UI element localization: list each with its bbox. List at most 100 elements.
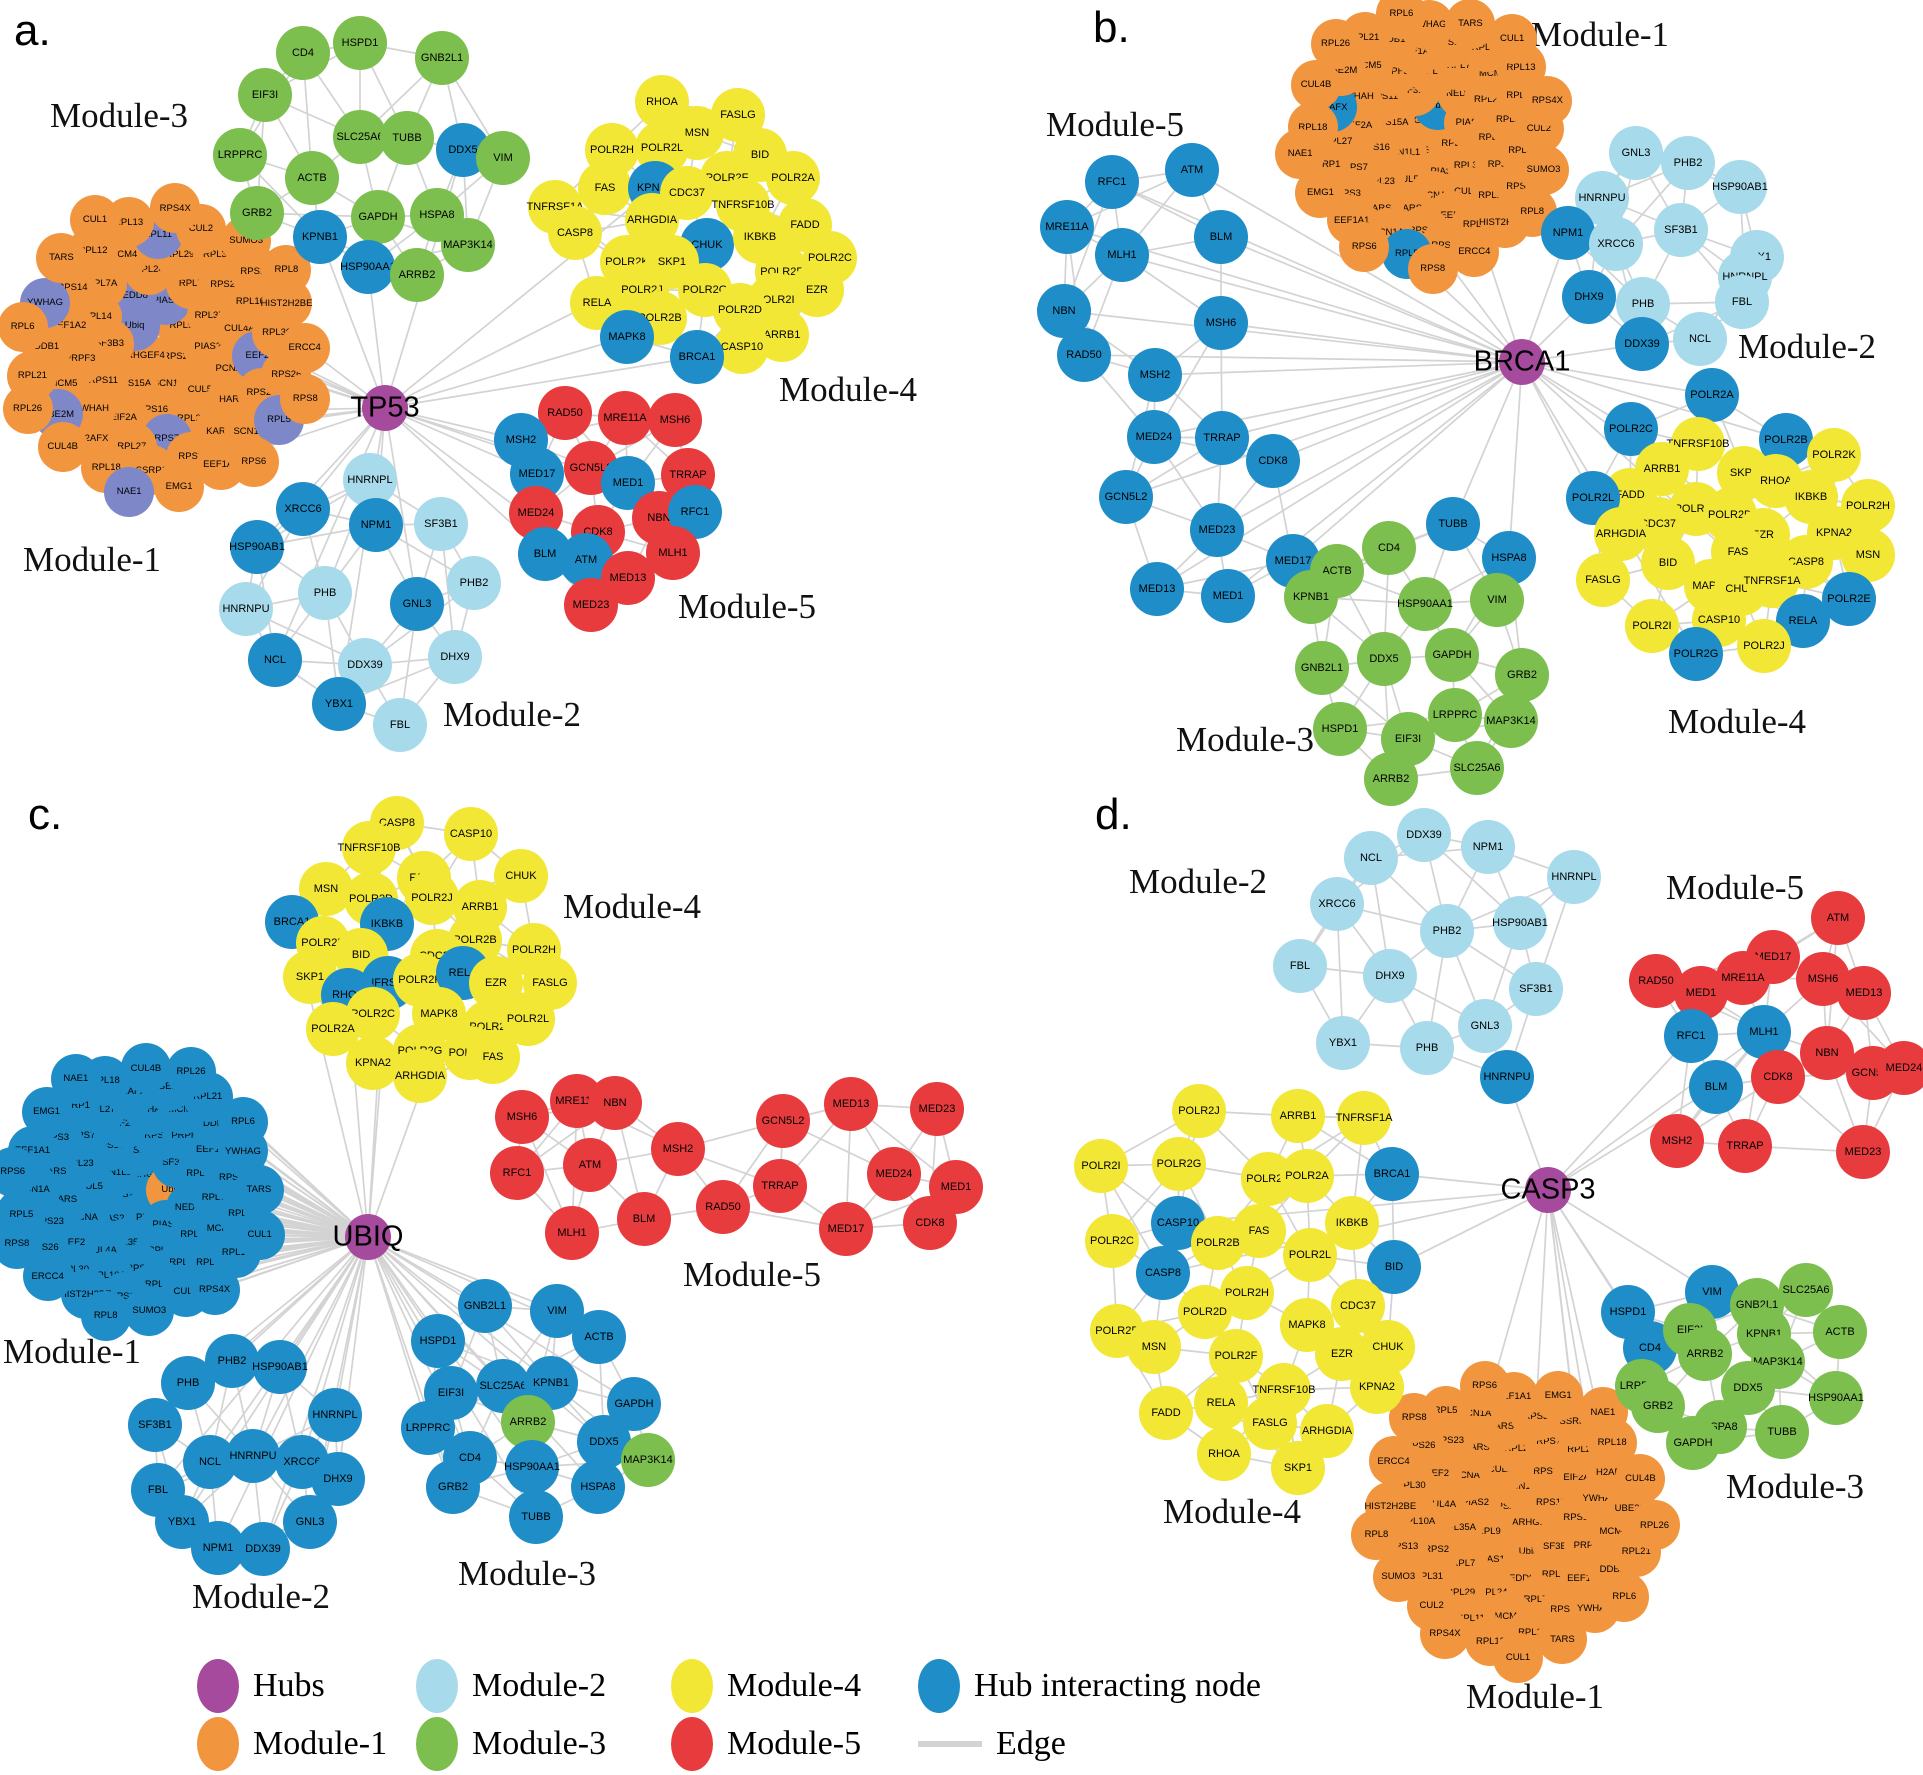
node-arhgdia-d[interactable]: ARHGDIA [1300,1404,1354,1458]
node-hspd1-b[interactable]: HSPD1 [1313,702,1367,756]
node-gnb2l1-b[interactable]: GNB2L1 [1295,641,1349,695]
node-rhoa-d[interactable]: RHOA [1197,1427,1251,1481]
node-sumo3-d[interactable]: SUMO3 [1373,1551,1424,1602]
node-ercc4-a[interactable]: ERCC4 [279,322,330,373]
node-arrb2-b[interactable]: ARRB2 [1364,752,1418,806]
node-cul4b-c[interactable]: CUL4B [120,1043,171,1094]
node-med24-d[interactable]: MED24 [1877,1041,1923,1095]
node-phb-d[interactable]: PHB [1400,1021,1454,1075]
node-nae1-b[interactable]: NAE1 [1275,128,1326,179]
node-ddx5-b[interactable]: DDX5 [1357,632,1411,686]
node-gcn5l2-c[interactable]: GCN5L2 [756,1094,810,1148]
node-dhx9-a[interactable]: DHX9 [428,630,482,684]
node-arrb1-d[interactable]: ARRB1 [1271,1089,1325,1143]
node-msh2-b[interactable]: MSH2 [1128,348,1182,402]
hub-node-casp3[interactable] [1525,1167,1571,1213]
node-blm-d[interactable]: BLM [1689,1060,1743,1114]
node-arrb2-d[interactable]: ARRB2 [1678,1327,1732,1381]
node-actb-a[interactable]: ACTB [285,151,339,205]
node-hnrnpu-d[interactable]: HNRNPU [1480,1050,1534,1104]
hub-node-ubiq[interactable] [345,1214,391,1260]
node-lrpprc-b[interactable]: LRPPRC [1428,688,1482,742]
node-rpl6-c[interactable]: RPL6 [218,1097,268,1148]
node-trrap-c[interactable]: TRRAP [753,1159,807,1213]
node-phb2-b[interactable]: PHB2 [1661,136,1715,190]
node-mapk8-a[interactable]: MAPK8 [600,310,654,364]
node-ncl-a[interactable]: NCL [248,633,302,687]
node-actb-d[interactable]: ACTB [1813,1305,1867,1359]
node-rfc1-b[interactable]: RFC1 [1085,155,1139,209]
node-fadd-d[interactable]: FADD [1139,1386,1193,1440]
node-polr2i-d[interactable]: POLR2I [1074,1139,1128,1193]
node-sumo3-b[interactable]: SUMO3 [1518,144,1569,195]
node-xrcc6-b[interactable]: XRCC6 [1589,217,1643,271]
node-sf3b1-d[interactable]: SF3B1 [1509,962,1563,1016]
node-rpl6-d[interactable]: RPL6 [1599,1572,1650,1623]
node-msh6-a[interactable]: MSH6 [648,393,702,447]
node-trrap-d[interactable]: TRRAP [1718,1119,1772,1173]
node-polr2a-a[interactable]: POLR2A [766,151,820,205]
node-cdk8-d[interactable]: CDK8 [1751,1050,1805,1104]
node-emg1-a[interactable]: EMG1 [154,461,205,512]
node-tubb-b[interactable]: TUBB [1426,497,1480,551]
hub-node-tp53[interactable] [362,385,408,431]
node-med23-d[interactable]: MED23 [1836,1125,1890,1179]
node-lrpprc-a[interactable]: LRPPRC [213,128,267,182]
node-kpnb1-b[interactable]: KPNB1 [1284,570,1338,624]
node-sf3b1-b[interactable]: SF3B1 [1654,203,1708,257]
node-arhgdia-c[interactable]: ARHGDIA [393,1049,447,1103]
node-mre11a-d[interactable]: MRE11A [1716,951,1770,1005]
node-cdk8-b[interactable]: CDK8 [1246,434,1300,488]
node-ddx39-c[interactable]: DDX39 [236,1522,290,1576]
node-rpl26-c[interactable]: RPL26 [165,1046,216,1097]
node-med24-c[interactable]: MED24 [867,1147,921,1201]
node-hspd1-a[interactable]: HSPD1 [333,16,387,70]
node-cul1-a[interactable]: CUL1 [69,195,120,246]
node-msh6-c[interactable]: MSH6 [495,1090,549,1144]
node-rps4x-c[interactable]: RPS4X [189,1264,240,1315]
node-dhx9-b[interactable]: DHX9 [1562,270,1616,324]
node-kpna2-c[interactable]: KPNA2 [346,1036,400,1090]
node-xrcc6-a[interactable]: XRCC6 [276,482,330,536]
node-rela-d[interactable]: RELA [1194,1376,1248,1430]
node-med13-c[interactable]: MED13 [824,1077,878,1131]
node-rpl26-b[interactable]: RPL26 [1310,19,1361,70]
node-rps8-c[interactable]: RPS8 [0,1218,42,1269]
node-tubb-c[interactable]: TUBB [509,1490,563,1544]
node-casp8-a[interactable]: CASP8 [548,206,602,260]
node-med23-b[interactable]: MED23 [1190,503,1244,557]
node-grb2-a[interactable]: GRB2 [230,186,284,240]
node-map3k14-b[interactable]: MAP3K14 [1484,694,1538,748]
node-cdk8-c[interactable]: CDK8 [903,1196,957,1250]
node-rad50-a[interactable]: RAD50 [538,386,592,440]
node-rps6-a[interactable]: RPS6 [228,437,279,488]
node-gapdh-d[interactable]: GAPDH [1666,1416,1720,1470]
node-med13-d[interactable]: MED13 [1837,966,1891,1020]
node-med1-b[interactable]: MED1 [1201,569,1255,623]
node-gnl3-c[interactable]: GNL3 [283,1495,337,1549]
node-map3k14-c[interactable]: MAP3K14 [621,1433,675,1487]
node-fbl-d[interactable]: FBL [1273,939,1327,993]
node-polr2b-d[interactable]: POLR2B [1191,1216,1245,1270]
node-hnrnpu-c[interactable]: HNRNPU [226,1429,280,1483]
node-gnl3-d[interactable]: GNL3 [1458,999,1512,1053]
node-rps6-d[interactable]: RPS6 [1459,1360,1510,1411]
node-med13-b[interactable]: MED13 [1130,562,1184,616]
node-slc25a6-b[interactable]: SLC25A6 [1450,741,1504,795]
node-msh2-c[interactable]: MSH2 [651,1122,705,1176]
node-nae1-a[interactable]: NAE1 [104,466,155,517]
node-cul4b-d[interactable]: CUL4B [1615,1453,1666,1504]
node-gnl3-a[interactable]: GNL3 [390,577,444,631]
node-rad50-c[interactable]: RAD50 [696,1180,750,1234]
node-nae1-c[interactable]: NAE1 [50,1053,101,1104]
node-tars-a[interactable]: TARS [36,233,87,284]
node-rfc1-d[interactable]: RFC1 [1664,1009,1718,1063]
node-trrap-b[interactable]: TRRAP [1195,411,1249,465]
node-sf3b1-a[interactable]: SF3B1 [414,497,468,551]
node-polr2j-d[interactable]: POLR2J [1172,1084,1226,1138]
node-phb2-d[interactable]: PHB2 [1420,904,1474,958]
node-emg1-d[interactable]: EMG1 [1533,1371,1584,1422]
node-gapdh-a[interactable]: GAPDH [351,190,405,244]
node-med23-c[interactable]: MED23 [910,1082,964,1136]
node-tubb-a[interactable]: TUBB [380,111,434,165]
